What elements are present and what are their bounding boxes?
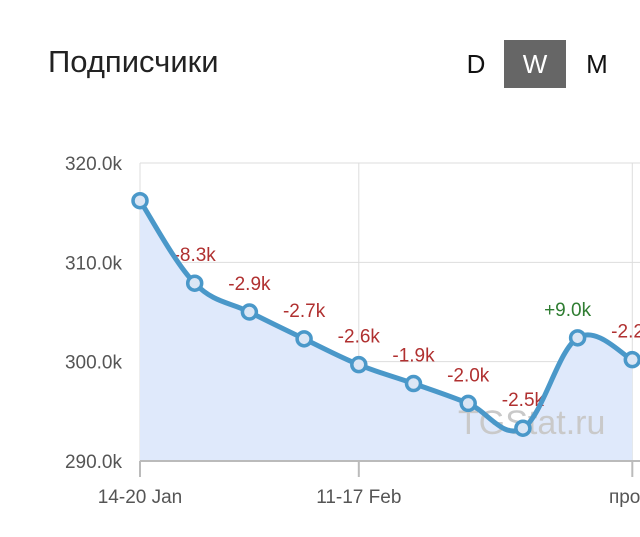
delta-label: -2.5k [502,390,545,411]
x-tick-label: 11-17 Feb [316,487,401,508]
period-day-button[interactable]: D [466,48,486,79]
series-line [137,198,635,434]
data-point [240,303,259,321]
data-point [568,329,587,347]
x-tick-label: прош [609,487,640,508]
chart-title: Подписчики [48,44,219,79]
x-tick-label: 14-20 Jan [98,487,183,508]
data-point [350,355,368,374]
data-point [623,350,640,369]
delta-label: -2.6k [338,327,381,348]
data-point [131,191,149,210]
delta-label: -1.9k [392,346,435,367]
y-tick-label: 310.0k [65,253,123,274]
data-point [295,330,313,348]
y-tick-label: 320.0k [65,154,123,175]
delta-label: +9.0k [544,300,592,321]
data-point [185,274,204,292]
data-point [404,374,423,393]
y-tick-label: 290.0k [65,452,123,473]
delta-label: -8.3k [174,245,217,266]
delta-label: -2.2k [611,322,640,343]
period-month-button[interactable]: M [586,48,608,79]
area-fill [140,200,633,461]
delta-label: -2.9k [228,274,271,295]
data-point [514,419,532,437]
y-tick-label: 300.0k [65,353,123,374]
data-point [459,394,477,413]
delta-label: -2.7k [283,301,326,322]
delta-label: -2.0k [447,365,490,386]
period-week-button[interactable]: W [504,40,566,88]
